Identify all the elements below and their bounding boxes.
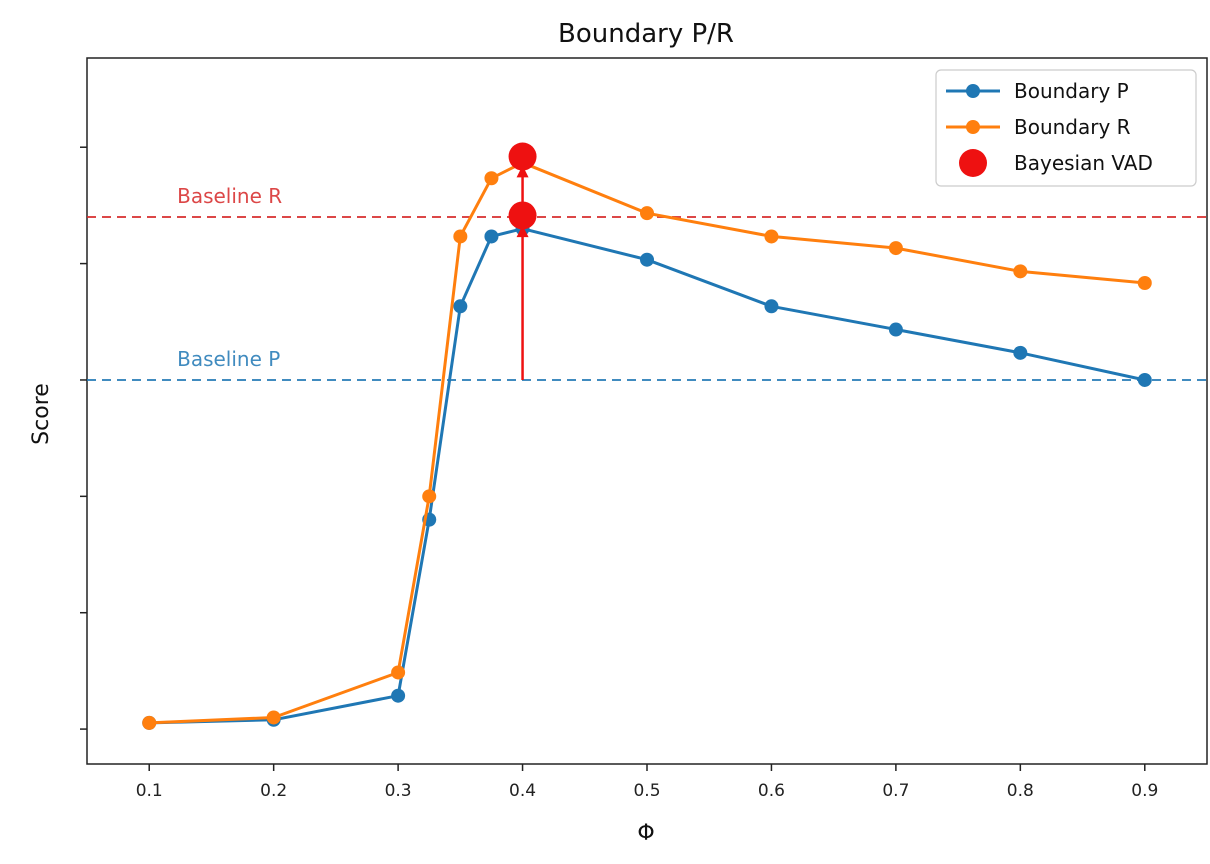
x-tick-label-5: 0.6 [758, 781, 785, 801]
series-point-0-7 [640, 252, 654, 267]
baseline-label-0: Baseline R [177, 184, 282, 208]
y-axis-label: Score [29, 383, 54, 445]
series-point-1-9 [888, 241, 903, 256]
series-point-1-1 [266, 710, 281, 725]
x-tick-label-8: 0.9 [1131, 781, 1158, 801]
series-line-1 [149, 161, 1145, 725]
x-tick-label-1: 0.2 [260, 781, 287, 801]
series-layer [142, 155, 1152, 730]
legend-label-1: Boundary R [1014, 115, 1131, 139]
series-point-0-5 [484, 229, 499, 244]
series-point-0-10 [1013, 345, 1028, 360]
legend-marker-2 [959, 149, 987, 177]
series-point-1-2 [391, 665, 406, 680]
legend-marker-1 [966, 120, 980, 134]
series-point-1-3 [422, 489, 437, 504]
series-point-1-8 [764, 229, 779, 244]
legend: Boundary P Boundary R Bayesian VAD [935, 69, 1197, 187]
annotation-layer [508, 142, 537, 380]
x-tick-label-0: 0.1 [136, 781, 163, 801]
x-tick-label-3: 0.4 [509, 781, 536, 801]
series-point-0-4 [453, 299, 468, 314]
x-tick-label-7: 0.8 [1007, 781, 1034, 801]
legend-label-2: Bayesian VAD [1014, 151, 1153, 175]
series-point-0-2 [391, 688, 406, 703]
x-tick-label-4: 0.5 [633, 781, 660, 801]
x-tick-label-6: 0.7 [882, 781, 909, 801]
series-point-0-9 [888, 322, 903, 337]
series-line-0 [149, 227, 1146, 725]
series-point-1-7 [640, 206, 654, 221]
bayesian-vad-point-0 [508, 201, 537, 230]
series-point-0-11 [1137, 372, 1152, 387]
arrow-head-0 [516, 225, 529, 238]
x-tick-label-2: 0.3 [385, 781, 412, 801]
series-point-0-8 [764, 299, 779, 314]
arrow-head-1 [516, 165, 529, 178]
series-point-1-5 [484, 171, 499, 186]
baseline-label-1: Baseline P [177, 347, 280, 371]
axes-layer: 0.1 0.2 0.3 0.4 0.5 0.6 0.7 0.8 0.9 [80, 146, 1158, 801]
x-axis-label: Φ [637, 821, 654, 846]
bayesian-vad-point-1 [508, 142, 537, 171]
series-point-1-11 [1137, 275, 1152, 290]
legend-frame [935, 69, 1197, 187]
legend-label-0: Boundary P [1014, 79, 1129, 103]
series-point-1-0 [142, 715, 157, 730]
legend-marker-0 [966, 84, 980, 98]
series-point-1-4 [453, 229, 468, 244]
series-point-1-10 [1013, 264, 1028, 279]
chart-title: Boundary P/R [558, 19, 734, 49]
